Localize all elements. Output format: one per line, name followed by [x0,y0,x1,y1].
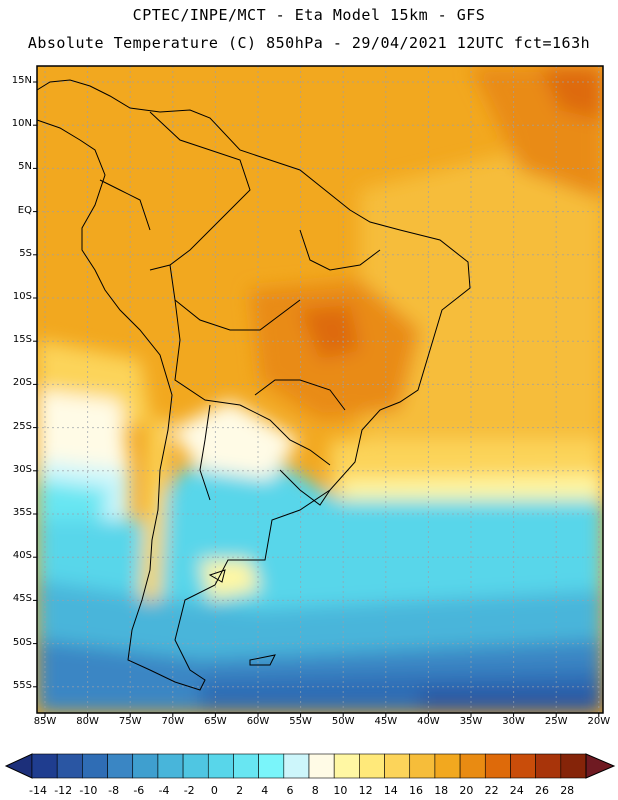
colorbar-swatch [56,753,83,779]
colorbar-label: 18 [434,784,449,797]
colorbar-label: 0 [210,784,218,797]
colorbar-label: -4 [158,784,170,797]
lon-label: 65W [204,716,227,727]
colorbar-swatch [459,753,486,779]
lon-label: 35W [459,716,483,727]
colorbar-swatch [359,753,385,779]
lat-label: 5N [18,161,32,173]
colorbar-swatch [82,753,108,779]
colorbar-swatch [434,753,461,779]
colorbar-label: -6 [133,784,145,797]
lat-label: 45S [12,593,32,605]
lat-label: 5S [19,247,32,259]
colorbar-swatch [107,753,134,779]
colorbar-label: 8 [311,784,319,797]
colorbar [4,753,616,779]
colorbar-swatch [283,753,310,779]
lat-label: EQ [17,204,32,216]
lat-label: 25S [12,420,32,432]
lat-label: 30S [12,463,32,475]
colorbar-label: 28 [560,784,575,797]
title-line-1: CPTEC/INPE/MCT - Eta Model 15km - GFS [132,6,486,24]
colorbar-label: 12 [358,784,373,797]
lat-label: 10N [11,118,32,130]
lat-label: 15N [11,75,32,86]
colorbar-label: 14 [383,784,398,797]
colorbar-swatch [484,753,511,779]
colorbar-swatch [157,753,184,779]
colorbar-label: 10 [333,784,348,797]
lon-label: 60W [246,716,270,727]
lat-label: 50S [12,636,32,648]
colorbar-label: -12 [54,784,73,797]
colorbar-swatch [132,753,159,779]
lon-label: 50W [331,716,355,727]
colorbar-label: -10 [79,784,98,797]
lat-label: 10S [12,291,32,302]
lon-label: 40W [417,716,440,727]
colorbar-swatch [333,753,360,779]
colorbar-swatch [409,753,436,779]
colorbar-swatch [233,753,259,779]
lon-label: 55W [289,716,312,727]
colorbar-label: 2 [236,784,244,797]
temperature-field [37,66,603,713]
colorbar-under-arrow [4,753,33,779]
colorbar-label: -14 [29,784,47,797]
colorbar-swatch [31,753,58,779]
colorbar-label: 24 [509,784,524,797]
colorbar-swatch [384,753,411,779]
colorbar-swatch [510,753,536,779]
colorbar-over-arrow [585,753,616,779]
colorbar-label: -2 [183,784,195,797]
colorbar-swatch [560,753,587,779]
colorbar-label: 26 [535,784,549,797]
lat-label: 20S [12,377,32,389]
colorbar-swatch [182,753,209,779]
colorbar-swatch [535,753,562,779]
colorbar-swatch [308,753,335,779]
lon-label: 85W [33,716,57,727]
colorbar-label: -8 [108,784,120,797]
lon-label: 70W [161,716,185,727]
coastlines [36,79,471,691]
colorbar-label: 20 [459,784,474,797]
colorbar-label: 4 [261,784,269,797]
lon-label: 20W [587,716,611,727]
colorbar-label: 16 [409,784,423,797]
title-line-2: Absolute Temperature (C) 850hPa - 29/04/… [27,34,591,52]
lat-label: 40S [12,550,32,562]
lon-label: 30W [502,716,525,727]
lon-label: 80W [76,716,99,727]
colorbar-swatch [258,753,285,779]
lat-label: 15S [12,334,32,346]
lat-label: 35S [12,507,32,518]
colorbar-swatch [207,753,234,779]
plot-frame [36,65,604,714]
lon-label: 45W [374,716,398,727]
lon-label: 25W [544,716,568,727]
lat-label: 55S [12,679,32,691]
colorbar-label: 22 [484,784,499,797]
lon-label: 75W [118,716,142,727]
colorbar-label: 6 [286,784,294,797]
